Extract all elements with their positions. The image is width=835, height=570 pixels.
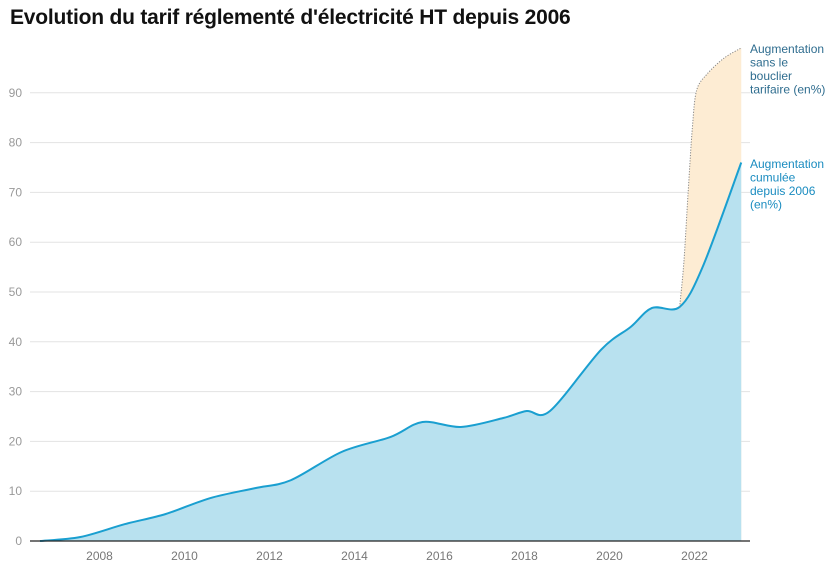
x-tick-label: 2014	[341, 549, 368, 563]
chart-title: Evolution du tarif réglementé d'électric…	[10, 6, 571, 29]
areas	[40, 47, 742, 541]
y-tick-label: 50	[9, 285, 23, 299]
x-tick-label: 2020	[596, 549, 623, 563]
series-area	[40, 162, 742, 541]
y-tick-label: 80	[9, 136, 23, 150]
series-line	[679, 47, 742, 307]
y-tick-label: 40	[9, 335, 23, 349]
y-tick-label: 70	[9, 185, 23, 199]
y-tick-label: 0	[15, 534, 22, 548]
axes: 0 10 20 30 40 50 60 70 80 90 2008 2010 2012 2014 2016 2…	[9, 86, 750, 563]
y-tick-label: 90	[9, 86, 23, 100]
y-tick-label: 60	[9, 235, 23, 249]
series-label: Augmentation cumulée depuis 2006 (en%)	[750, 157, 824, 212]
x-tick-label: 2018	[511, 549, 538, 563]
series-label: Augmentation sans le bouclier tarifaire (en…	[750, 42, 825, 97]
y-tick-label: 20	[9, 434, 23, 448]
series-line	[39, 162, 743, 542]
x-tick-label: 2008	[86, 549, 113, 563]
x-tick-label: 2012	[256, 549, 283, 563]
annotations: Augmentation sans le bouclier tarifaire (en…	[750, 42, 825, 212]
x-tick-label: 2010	[171, 549, 198, 563]
x-tick-label: 2022	[681, 549, 708, 563]
x-tick-label: 2016	[426, 549, 453, 563]
y-tick-label: 10	[9, 484, 23, 498]
y-tick-label: 30	[9, 385, 23, 399]
lines	[39, 47, 743, 542]
